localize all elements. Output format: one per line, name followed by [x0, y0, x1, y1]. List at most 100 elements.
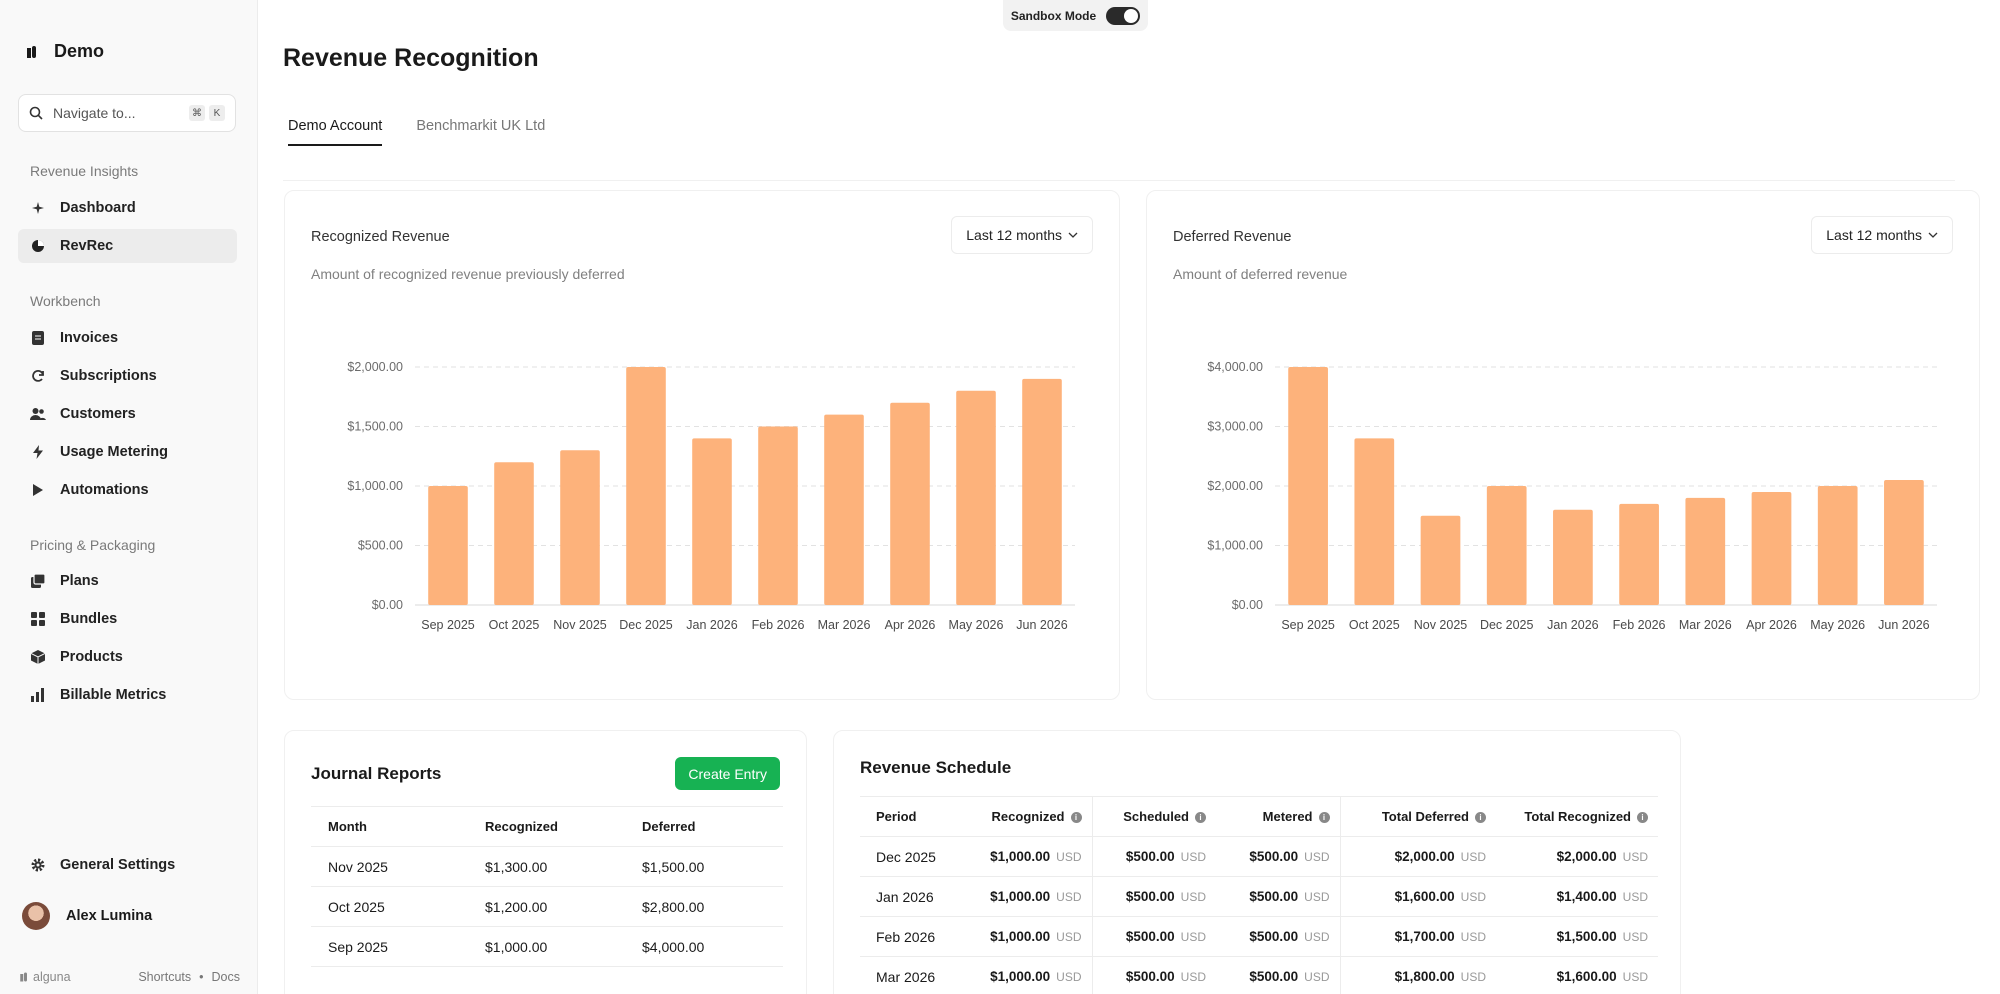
user-profile[interactable]: Alex Lumina	[22, 902, 152, 930]
sidebar-item-bundles[interactable]: Bundles	[18, 602, 237, 636]
bar-apr-2026[interactable]	[890, 402, 930, 605]
bar-jun-2026[interactable]	[1884, 480, 1924, 605]
amount: $2,000.00	[1556, 849, 1617, 864]
amount: $1,600.00	[1556, 969, 1617, 985]
x-tick-label: Oct 2025	[489, 618, 540, 632]
sandbox-mode-toggle[interactable]: Sandbox Mode	[1003, 0, 1148, 31]
revenue-schedule-table: Period Recognized i Scheduled i Metered i T…	[860, 796, 1658, 994]
bar-feb-2026[interactable]	[1619, 503, 1659, 605]
bar-sep-2025[interactable]	[1288, 367, 1328, 605]
cell-recognized: $1,000.00 USD	[960, 916, 1092, 957]
table-row[interactable]: Sep 2025 $1,000.00 $4,000.00	[311, 926, 783, 967]
bar-mar-2026[interactable]	[1685, 497, 1726, 605]
bar-jun-2026[interactable]	[1022, 378, 1062, 605]
sidebar-item-usage-metering[interactable]: Usage Metering	[18, 435, 237, 469]
sidebar-item-plans[interactable]: Plans	[18, 564, 237, 598]
sidebar-item-label: General Settings	[60, 857, 176, 873]
x-tick-label: Nov 2025	[553, 618, 607, 632]
amount: $1,000.00	[990, 849, 1051, 864]
y-tick-label: $4,000.00	[1207, 360, 1263, 374]
create-entry-button[interactable]: Create Entry	[675, 757, 780, 790]
toggle-switch[interactable]	[1106, 6, 1141, 25]
info-icon[interactable]: i	[1637, 812, 1648, 824]
bar-may-2026[interactable]	[1817, 486, 1858, 605]
sidebar-item-dashboard[interactable]: Dashboard	[18, 191, 237, 225]
date-range-dropdown[interactable]: Last 12 months	[1811, 216, 1953, 254]
workspace-switcher[interactable]: Demo	[24, 41, 104, 62]
currency-label: USD	[1056, 850, 1082, 864]
bar-oct-2025[interactable]	[494, 462, 534, 605]
footer-logo: alguna	[18, 970, 71, 984]
tab-demo-account[interactable]: Demo Account	[288, 118, 383, 146]
navigate-search[interactable]: Navigate to... ⌘ K	[18, 94, 236, 132]
bar-dec-2025[interactable]	[626, 367, 666, 605]
currency-label: USD	[1460, 850, 1486, 864]
search-icon	[29, 106, 43, 120]
info-icon[interactable]: i	[1318, 812, 1330, 824]
sidebar-item-label: Bundles	[60, 611, 118, 627]
sidebar-item-customers[interactable]: Customers	[18, 397, 237, 431]
y-tick-label: $3,000.00	[1207, 420, 1263, 434]
y-tick-label: $1,500.00	[347, 420, 403, 434]
x-tick-label: Jan 2026	[686, 618, 737, 632]
card-subtitle: Amount of deferred revenue	[1173, 266, 1348, 282]
currency-label: USD	[1460, 890, 1486, 904]
y-tick-label: $0.00	[1232, 598, 1263, 612]
y-tick-label: $1,000.00	[347, 479, 403, 493]
amount: $1,600.00	[1394, 889, 1455, 904]
card-subtitle: Amount of recognized revenue previously …	[311, 266, 625, 282]
y-tick-label: $2,000.00	[1207, 479, 1263, 493]
bar-nov-2025[interactable]	[1420, 515, 1461, 605]
table-row[interactable]: Mar 2026 $1,000.00 USD $500.00 USD $500.00 USD…	[860, 956, 1658, 994]
table-row[interactable]: Jan 2026 $1,000.00 USD $500.00 USD $500.00 USD…	[860, 876, 1658, 917]
bar-feb-2026[interactable]	[758, 426, 798, 606]
bar-oct-2025[interactable]	[1354, 438, 1395, 605]
cell-scheduled: $500.00 USD	[1091, 876, 1216, 917]
amount: $500.00	[1125, 929, 1175, 944]
table-row[interactable]: Oct 2025 $1,200.00 $2,800.00	[311, 886, 783, 927]
column-header: Month	[328, 819, 367, 834]
info-icon[interactable]: i	[1070, 812, 1082, 824]
sidebar-item-products[interactable]: Products	[18, 640, 237, 674]
column-header-scheduled: Scheduled i	[1091, 796, 1216, 837]
footer-separator: •	[199, 970, 204, 984]
sidebar-item-automations[interactable]: Automations	[18, 473, 237, 507]
sidebar: Demo Navigate to... ⌘ K Revenue Insights …	[0, 0, 258, 994]
cell-recognized: $1,200.00	[468, 886, 625, 927]
bar-may-2026[interactable]	[956, 390, 996, 605]
table-row[interactable]: Feb 2026 $1,000.00 USD $500.00 USD $500.00 USD…	[860, 916, 1658, 957]
bar-jan-2026[interactable]	[1553, 509, 1593, 605]
bar-jan-2026[interactable]	[692, 438, 732, 605]
deferred-revenue-card: Deferred Revenue Amount of deferred reve…	[1146, 190, 1980, 700]
sidebar-item-label: Billable Metrics	[60, 687, 167, 703]
tab-benchmarkit-uk[interactable]: Benchmarkit UK Ltd	[416, 118, 546, 134]
x-tick-label: May 2026	[949, 618, 1004, 632]
stack-icon	[30, 573, 46, 589]
info-icon[interactable]: i	[1195, 812, 1206, 824]
card-title: Revenue Schedule	[860, 758, 1012, 777]
box-icon	[30, 649, 46, 665]
table-row[interactable]: Dec 2025 $1,000.00 USD $500.00 USD $500.00 USD…	[860, 836, 1658, 877]
shortcuts-link[interactable]: Shortcuts	[138, 970, 192, 984]
docs-link[interactable]: Docs	[211, 970, 240, 984]
bar-mar-2026[interactable]	[824, 414, 864, 605]
bar-apr-2026[interactable]	[1751, 491, 1792, 605]
section-revenue-insights: Revenue Insights	[30, 163, 139, 179]
sidebar-item-billable-metrics[interactable]: Billable Metrics	[18, 678, 237, 712]
grid-icon	[30, 611, 46, 627]
sidebar-item-subscriptions[interactable]: Subscriptions	[18, 359, 237, 393]
bar-nov-2025[interactable]	[560, 450, 600, 605]
sidebar-item-invoices[interactable]: Invoices	[18, 321, 237, 355]
date-range-dropdown[interactable]: Last 12 months	[951, 216, 1093, 254]
recognized-revenue-card: Recognized Revenue Amount of recognized …	[284, 190, 1120, 700]
cell-recognized: $1,300.00	[468, 846, 625, 887]
y-tick-label: $2,000.00	[347, 360, 403, 374]
info-icon[interactable]: i	[1475, 812, 1486, 824]
sidebar-item-general-settings[interactable]: General Settings	[18, 848, 237, 882]
amount: $1,500.00	[1556, 929, 1617, 944]
sidebar-item-label: Dashboard	[60, 200, 136, 216]
table-row[interactable]: Nov 2025 $1,300.00 $1,500.00	[311, 846, 783, 887]
bar-dec-2025[interactable]	[1486, 486, 1527, 605]
bar-sep-2025[interactable]	[428, 486, 468, 605]
sidebar-item-revrec[interactable]: RevRec	[18, 229, 237, 263]
